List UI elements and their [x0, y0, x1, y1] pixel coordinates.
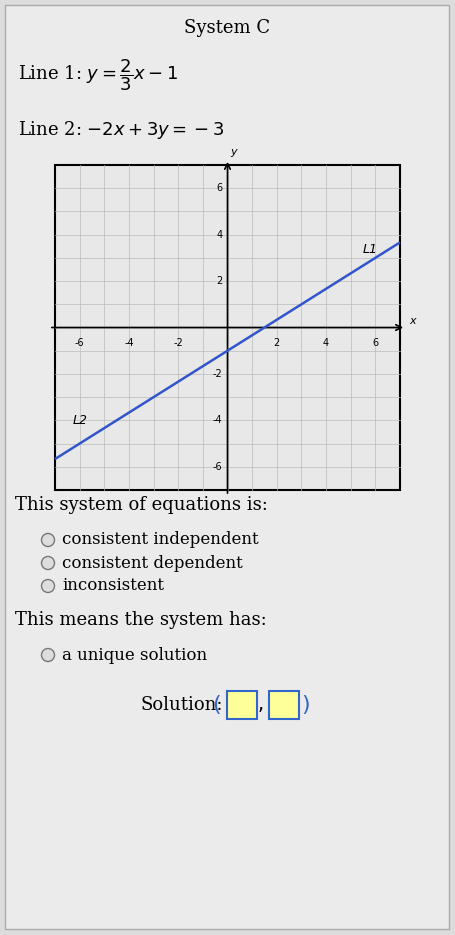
Circle shape	[41, 556, 55, 569]
Text: 6: 6	[217, 183, 222, 194]
Text: Line 1: $y=\dfrac{2}{3}x-1$: Line 1: $y=\dfrac{2}{3}x-1$	[18, 57, 178, 93]
Text: 4: 4	[323, 338, 329, 349]
Text: inconsistent: inconsistent	[62, 578, 164, 595]
Text: consistent independent: consistent independent	[62, 531, 258, 549]
FancyBboxPatch shape	[269, 691, 299, 719]
Text: 2: 2	[273, 338, 280, 349]
Text: This system of equations is:: This system of equations is:	[15, 496, 268, 514]
Text: (: (	[212, 695, 220, 715]
Text: -2: -2	[173, 338, 183, 349]
Text: ): )	[302, 695, 310, 715]
Text: 4: 4	[217, 230, 222, 239]
Text: L2: L2	[72, 414, 87, 427]
Circle shape	[41, 649, 55, 661]
Circle shape	[41, 580, 55, 593]
Text: Solution:: Solution:	[140, 696, 222, 714]
Text: -4: -4	[213, 415, 222, 425]
FancyBboxPatch shape	[5, 5, 449, 929]
Text: -6: -6	[75, 338, 85, 349]
Text: x: x	[409, 317, 415, 326]
Text: L1: L1	[363, 243, 378, 256]
FancyBboxPatch shape	[227, 691, 257, 719]
Text: consistent dependent: consistent dependent	[62, 554, 243, 571]
Text: This means the system has:: This means the system has:	[15, 611, 267, 629]
Text: Line 2: $-2x+3y=-3$: Line 2: $-2x+3y=-3$	[18, 119, 224, 141]
Text: a unique solution: a unique solution	[62, 646, 207, 664]
Text: -6: -6	[213, 462, 222, 472]
Text: -2: -2	[213, 369, 222, 379]
Text: ,: ,	[258, 696, 264, 714]
Text: 6: 6	[372, 338, 379, 349]
Text: 2: 2	[216, 276, 222, 286]
FancyBboxPatch shape	[55, 165, 400, 490]
Circle shape	[41, 534, 55, 546]
Text: -4: -4	[124, 338, 134, 349]
Text: y: y	[231, 147, 237, 157]
Text: System C: System C	[184, 19, 270, 37]
